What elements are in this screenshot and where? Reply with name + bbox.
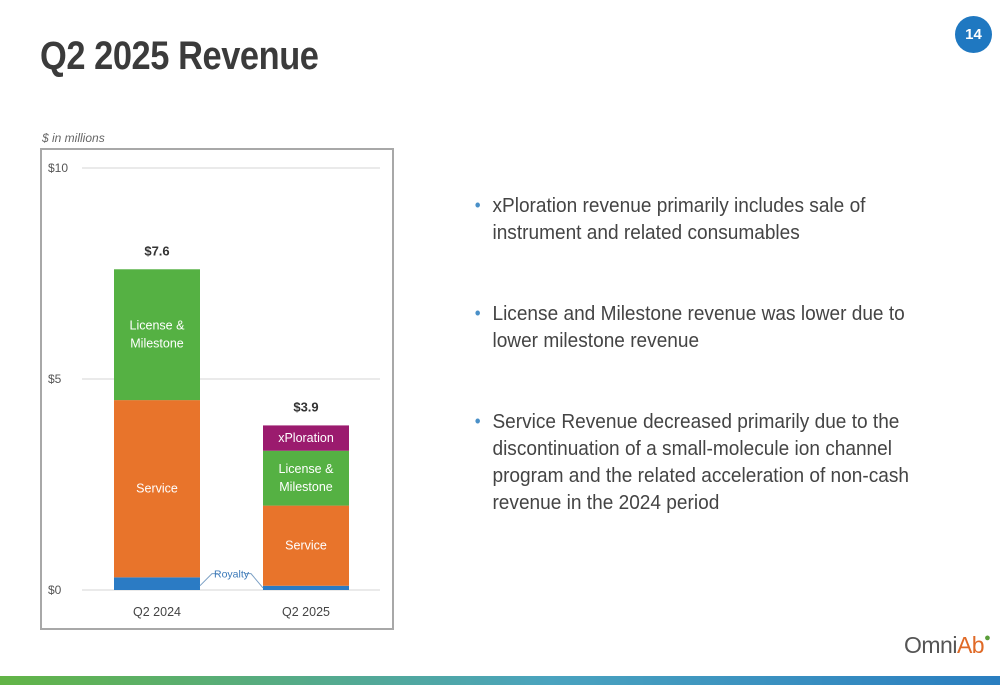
- bar-segment: [114, 269, 200, 401]
- bullet-item: • xPloration revenue primarily includes s…: [472, 192, 937, 246]
- segment-label: xPloration: [278, 431, 334, 445]
- royalty-callout-label: Royalty: [214, 569, 250, 581]
- segment-label: License &: [279, 462, 335, 476]
- company-logo: OmniAb●: [904, 632, 991, 659]
- bullet-text: xPloration revenue primarily includes sa…: [492, 194, 866, 244]
- page-number-badge: 14: [955, 16, 992, 53]
- bullet-dot-icon: •: [474, 411, 481, 431]
- bullet-dot-icon: •: [474, 195, 481, 215]
- royalty-callout-line: [245, 573, 264, 589]
- bullet-list: • xPloration revenue primarily includes s…: [472, 192, 942, 570]
- segment-label: Milestone: [130, 337, 184, 351]
- bullet-dot-icon: •: [474, 303, 481, 323]
- y-tick-label: $5: [48, 372, 62, 386]
- footer-gradient-bar: [0, 676, 1000, 685]
- segment-label: License &: [130, 319, 186, 333]
- bar-segment: [263, 585, 349, 590]
- y-tick-label: $10: [48, 161, 68, 175]
- bar-segment: [263, 505, 349, 586]
- bullet-item: • Service Revenue decreased primarily due…: [472, 408, 937, 516]
- x-tick-label: Q2 2025: [282, 605, 330, 619]
- revenue-chart: $0 $5 $10 Service License & Milestone $7.6 Q2 2…: [40, 148, 394, 630]
- royalty-callout-line: [199, 573, 218, 587]
- bar-segment: [263, 450, 349, 506]
- bar-segment: [114, 400, 200, 578]
- bullet-text: License and Milestone revenue was lower …: [492, 302, 905, 352]
- slide-title: Q2 2025 Revenue: [40, 34, 319, 78]
- total-label: $7.6: [144, 243, 169, 258]
- segment-label: Service: [285, 539, 327, 553]
- logo-accent: Ab: [956, 632, 985, 658]
- segment-label: Service: [136, 482, 178, 496]
- bullet-text: Service Revenue decreased primarily due …: [492, 410, 909, 514]
- revenue-chart-svg: $0 $5 $10 Service License & Milestone $7.6 Q2 2…: [48, 161, 380, 619]
- logo-dot-icon: ●: [984, 632, 991, 644]
- units-note: $ in millions: [42, 131, 105, 145]
- y-tick-label: $0: [48, 583, 62, 597]
- x-tick-label: Q2 2024: [133, 605, 181, 619]
- segment-label: Milestone: [279, 480, 333, 494]
- bar-segment: [263, 425, 349, 451]
- logo-text: Omni: [904, 632, 957, 658]
- bar-segment: [114, 577, 200, 590]
- total-label: $3.9: [293, 399, 318, 414]
- bullet-item: • License and Milestone revenue was lower…: [472, 300, 937, 354]
